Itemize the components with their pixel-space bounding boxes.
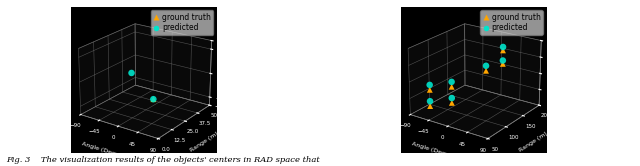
Legend: ground truth, predicted: ground truth, predicted (150, 10, 213, 35)
Legend: ground truth, predicted: ground truth, predicted (480, 10, 543, 35)
X-axis label: Angle (Degree): Angle (Degree) (411, 141, 458, 160)
Y-axis label: Range (m): Range (m) (189, 131, 219, 153)
X-axis label: Angle (Degree): Angle (Degree) (81, 141, 128, 160)
Text: Fig. 3    The visualization results of the objects' centers in RAD space that: Fig. 3 The visualization results of the … (6, 156, 320, 164)
Y-axis label: Range (m): Range (m) (518, 131, 548, 153)
